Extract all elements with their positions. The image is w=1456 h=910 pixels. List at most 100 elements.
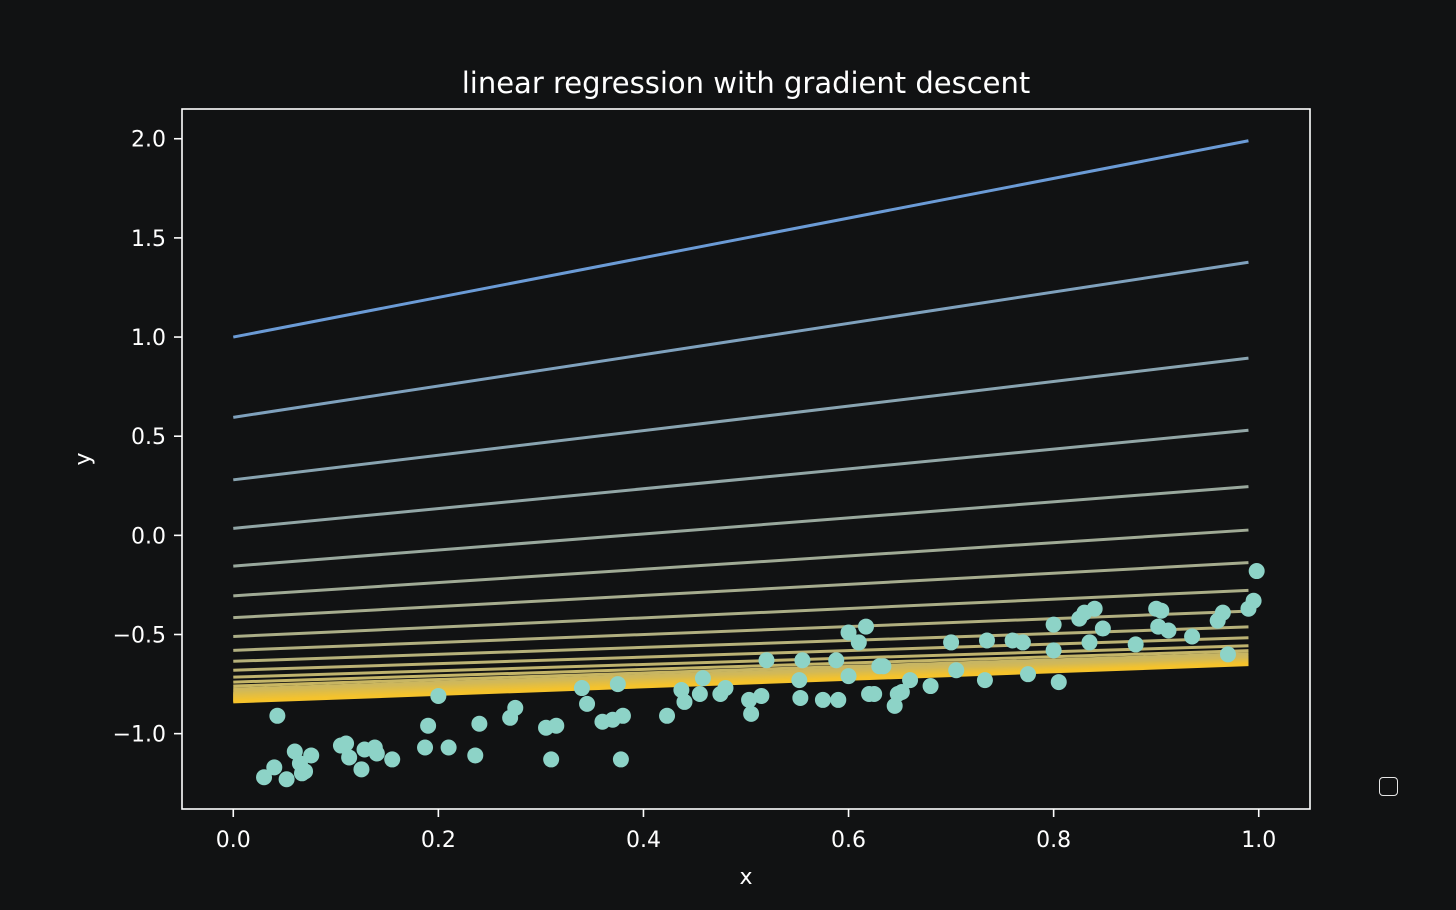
x-tick-label: 0.4 — [626, 828, 661, 853]
scatter-point — [440, 739, 457, 756]
regression-line — [233, 588, 1249, 638]
scatter-point — [1219, 646, 1236, 663]
scatter-point — [840, 624, 857, 641]
regression-lines — [232, 139, 1249, 704]
scatter-point — [866, 685, 883, 702]
regression-line — [233, 652, 1249, 688]
scatter-point — [266, 759, 283, 776]
scatter-point — [471, 715, 488, 732]
scatter-point — [791, 672, 808, 689]
regression-line — [233, 654, 1249, 691]
scatter-point — [278, 771, 295, 788]
scatter-point — [978, 632, 995, 649]
regression-line — [233, 356, 1249, 482]
scatter-point — [1086, 600, 1103, 617]
scatter-point — [417, 739, 434, 756]
y-axis-ticks: −1.0 −0.5 0.0 0.5 1.0 1.5 2.0 — [113, 128, 182, 748]
scatter-point — [1127, 636, 1144, 653]
scatter-point — [676, 693, 693, 710]
data-points — [256, 563, 1265, 788]
regression-line — [233, 636, 1249, 672]
y-axis-label: y — [71, 452, 96, 465]
x-tick-label: 1.0 — [1241, 828, 1276, 853]
scatter-point — [269, 707, 286, 724]
scatter-point — [753, 687, 770, 704]
y-tick-label: −1.0 — [113, 723, 166, 748]
scatter-point — [659, 707, 676, 724]
scatter-point — [794, 652, 811, 669]
scatter-point — [1014, 634, 1031, 651]
scatter-point — [717, 680, 734, 697]
scatter-point — [902, 672, 919, 689]
y-tick-label: 2.0 — [131, 128, 166, 153]
scatter-point — [1094, 620, 1111, 637]
scatter-point — [814, 691, 831, 708]
scatter-point — [543, 751, 560, 768]
chart-title: linear regression with gradient descent — [462, 66, 1031, 100]
scatter-point — [850, 634, 867, 651]
scatter-point — [743, 705, 760, 722]
regression-line — [233, 663, 1249, 704]
y-tick-label: 0.5 — [131, 425, 166, 450]
scatter-point — [1045, 616, 1062, 633]
y-tick-label: −0.5 — [113, 623, 166, 648]
x-axis-label: x — [739, 865, 752, 890]
regression-line — [233, 485, 1249, 568]
x-tick-label: 0.8 — [1036, 828, 1071, 853]
scatter-point — [1248, 563, 1265, 580]
scatter-point — [828, 652, 845, 669]
regression-line — [233, 649, 1249, 684]
scatter-point — [612, 751, 629, 768]
scatter-point — [893, 684, 910, 701]
regression-line — [233, 260, 1249, 419]
scatter-point — [353, 761, 370, 778]
scatter-point — [1184, 628, 1201, 645]
x-tick-label: 0.6 — [831, 828, 866, 853]
scatter-point — [1245, 592, 1262, 609]
regression-line — [233, 625, 1249, 663]
regression-line — [233, 656, 1249, 693]
scatter-point — [691, 685, 708, 702]
scatter-point — [792, 689, 809, 706]
scatter-point — [922, 678, 939, 695]
scatter-point — [830, 691, 847, 708]
regression-line — [232, 139, 1249, 339]
scatter-point — [1153, 602, 1170, 619]
scatter-point — [548, 717, 565, 734]
y-tick-label: 1.0 — [131, 326, 166, 351]
scatter-point — [341, 749, 358, 766]
y-tick-label: 1.5 — [131, 227, 166, 252]
y-tick-label: 0.0 — [131, 524, 166, 549]
scatter-point — [338, 735, 355, 752]
x-tick-label: 0.0 — [216, 828, 251, 853]
scatter-point — [1214, 604, 1231, 621]
x-tick-label: 0.2 — [421, 828, 456, 853]
scatter-point — [303, 747, 320, 764]
scatter-point — [1050, 674, 1067, 691]
regression-line — [233, 528, 1249, 598]
scatter-point — [1020, 666, 1036, 683]
scatter-point — [976, 672, 993, 689]
regression-line — [233, 428, 1249, 530]
scatter-point — [875, 658, 892, 675]
scatter-point — [1045, 642, 1062, 659]
regression-line — [233, 561, 1249, 620]
legend-box — [1379, 777, 1398, 796]
scatter-point — [609, 676, 626, 693]
x-axis-ticks: 0.0 0.2 0.4 0.6 0.8 1.0 — [216, 809, 1276, 853]
scatter-point — [840, 668, 857, 685]
scatter-point — [741, 691, 758, 708]
scatter-point — [256, 769, 273, 786]
scatter-point — [758, 652, 775, 669]
scatter-point — [368, 745, 385, 762]
scatter-point — [507, 699, 524, 716]
regression-line — [233, 644, 1249, 679]
scatter-point — [579, 695, 596, 712]
scatter-point — [1160, 622, 1177, 639]
scatter-point — [573, 680, 590, 697]
scatter-point — [614, 707, 631, 724]
scatter-point — [857, 618, 874, 635]
scatter-point — [297, 763, 314, 780]
